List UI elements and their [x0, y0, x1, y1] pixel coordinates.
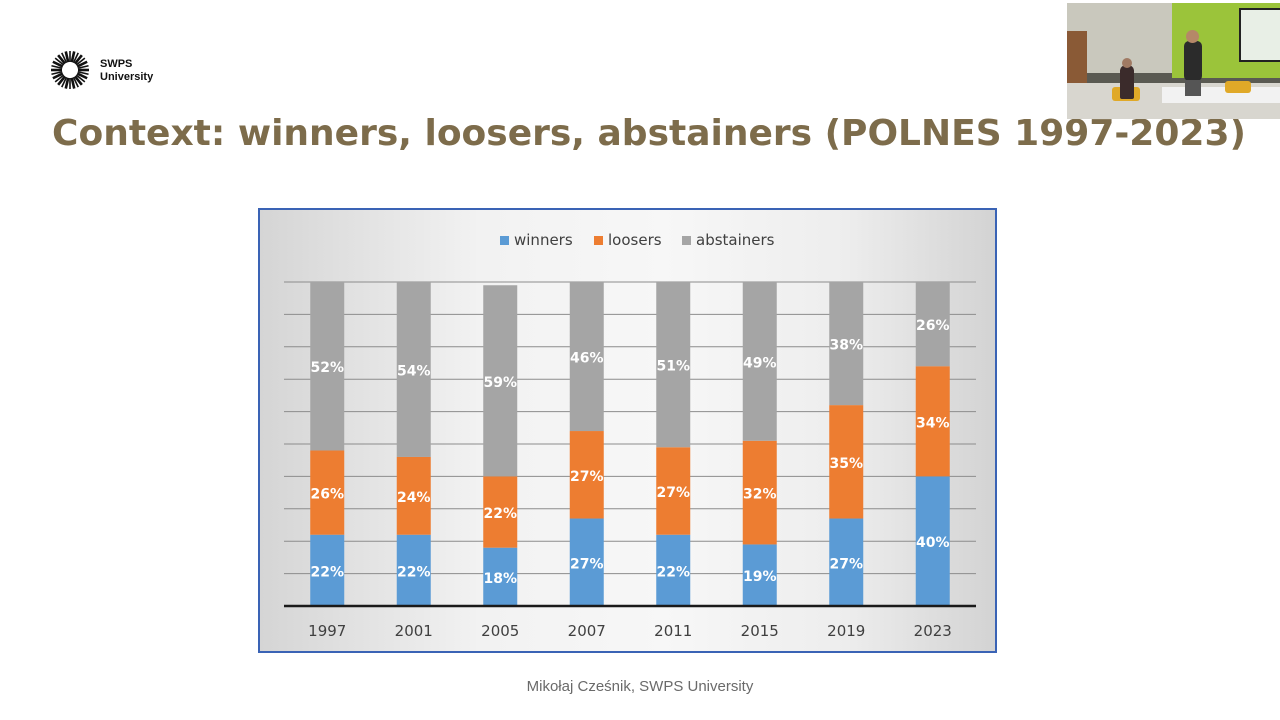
webcam-presenter-head [1186, 30, 1199, 43]
bar-abstainers-2011 [656, 282, 691, 448]
bar-winners-2007 [569, 518, 604, 606]
swps-sunburst-icon [51, 51, 89, 89]
legend-swatch-abstainers [682, 236, 691, 245]
data-label: 34% [916, 415, 950, 431]
data-label: 22% [656, 564, 690, 580]
data-label: 51% [656, 359, 690, 375]
data-label: 32% [743, 487, 777, 503]
webcam-door [1067, 31, 1087, 91]
bar-abstainers-2019 [829, 282, 864, 406]
slide-footer: Mikołaj Cześnik, SWPS University [526, 678, 754, 695]
data-label: 49% [743, 355, 777, 371]
bar-loosers-2001 [396, 456, 431, 535]
bar-loosers-2019 [829, 405, 864, 519]
x-tick-label: 2001 [395, 622, 433, 640]
data-label: 40% [916, 535, 950, 551]
x-tick-label: 2007 [568, 622, 606, 640]
legend-label-loosers: loosers [608, 231, 662, 249]
data-label: 35% [829, 456, 863, 472]
bar-winners-2019 [829, 518, 864, 606]
data-label: 46% [570, 351, 604, 367]
x-tick-label: 2019 [827, 622, 865, 640]
legend-label-winners: winners [514, 231, 573, 249]
data-label: 24% [397, 490, 431, 506]
webcam-person-seated-head [1122, 58, 1132, 68]
logo-line-2: University [100, 71, 154, 83]
legend-label-abstainers: abstainers [696, 231, 775, 249]
bar-winners-2011 [656, 534, 691, 606]
webcam-chair-2 [1225, 81, 1251, 93]
webcam-presenter-legs [1185, 80, 1201, 96]
bar-abstainers-1997 [310, 282, 345, 451]
bar-abstainers-2007 [569, 282, 604, 432]
webcam-table [1162, 87, 1280, 103]
x-tick-label: 2011 [654, 622, 692, 640]
x-tick-label: 2015 [741, 622, 779, 640]
bar-abstainers-2005 [483, 285, 518, 477]
data-label: 27% [570, 469, 604, 485]
data-label: 22% [483, 506, 517, 522]
data-label: 18% [483, 571, 517, 587]
x-tick-label: 1997 [308, 622, 346, 640]
logo-line-1: SWPS [100, 58, 133, 70]
data-label: 54% [397, 363, 431, 379]
logo-text: SWPS University [100, 58, 153, 84]
bar-loosers-2023 [915, 366, 950, 477]
webcam-presenter [1184, 41, 1202, 81]
bar-winners-2015 [742, 544, 777, 606]
chart-frame: 22% 26% 52% 1997 22% 24% 54% 2001 18% 22% 59% 2005 2… [258, 208, 997, 653]
bar-loosers-2011 [656, 447, 691, 535]
data-label: 26% [916, 318, 950, 334]
data-label: 27% [829, 556, 863, 572]
legend-swatch-loosers [594, 236, 603, 245]
x-tick-label: 2023 [914, 622, 952, 640]
data-label: 22% [397, 564, 431, 580]
slide-title: Context: winners, loosers, abstainers (P… [52, 113, 1246, 154]
webcam-video-thumbnail[interactable] [1067, 3, 1280, 119]
webcam-projection-screen [1239, 8, 1280, 62]
bar-abstainers-2023 [915, 282, 950, 367]
data-label: 27% [570, 556, 604, 572]
bar-winners-2005 [483, 547, 518, 606]
bar-winners-2001 [396, 534, 431, 606]
bar-loosers-1997 [310, 450, 345, 535]
bar-abstainers-2001 [396, 282, 431, 457]
data-label: 52% [310, 360, 344, 376]
legend-swatch-winners [500, 236, 509, 245]
bar-abstainers-2015 [742, 282, 777, 441]
webcam-person-seated [1120, 65, 1134, 99]
bar-loosers-2007 [569, 431, 604, 519]
data-label: 27% [656, 485, 690, 501]
data-label: 26% [310, 487, 344, 503]
data-label: 19% [743, 569, 777, 585]
swps-logo: SWPS University [50, 50, 170, 92]
bar-winners-2023 [915, 476, 950, 606]
bar-loosers-2005 [483, 476, 518, 548]
data-label: 22% [310, 564, 344, 580]
bar-loosers-2015 [742, 440, 777, 545]
data-label: 59% [483, 375, 517, 391]
stacked-bar-chart: 22% 26% 52% 1997 22% 24% 54% 2001 18% 22% 59% 2005 2… [284, 231, 976, 640]
x-tick-label: 2005 [481, 622, 519, 640]
bar-winners-1997 [310, 534, 345, 606]
data-label: 38% [829, 338, 863, 354]
